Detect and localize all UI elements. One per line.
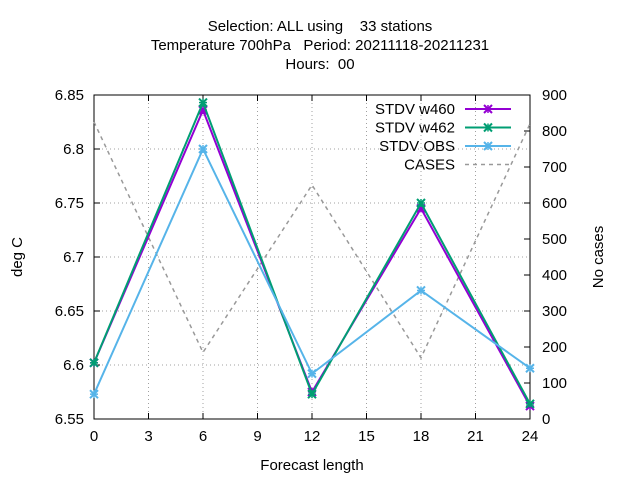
y2-tick-label: 600 [542, 195, 567, 212]
y-tick-label: 6.85 [55, 87, 84, 104]
x-tick-label: 6 [199, 428, 207, 445]
y2-tick-label: 300 [542, 303, 567, 320]
chart-title-line-1: Selection: ALL using 33 stations [207, 18, 433, 35]
series-line-stdv-w460 [93, 107, 531, 407]
legend-label-stdv-w462: STDV w462 [375, 120, 455, 137]
x-axis-label: Forecast length [260, 457, 363, 474]
y2-tick-label: 900 [542, 87, 567, 104]
y2-tick-label: 700 [542, 159, 567, 176]
y2-tick-label: 500 [542, 231, 567, 248]
x-tick-label: 9 [253, 428, 261, 445]
y2-tick-label: 100 [542, 375, 567, 392]
chart-title-line-2: Temperature 700hPa Period: 20211118-2021… [150, 37, 490, 54]
legend-label-cases: CASES [404, 157, 455, 174]
y-tick-label: 6.6 [63, 357, 84, 374]
x-tick-label: 15 [358, 428, 375, 445]
chart-title-line-3: Hours: 00 [285, 56, 355, 73]
x-tick-label: 0 [90, 428, 98, 445]
series-line-cases [93, 121, 531, 360]
y-tick-label: 6.8 [63, 141, 84, 158]
x-tick-label: 21 [467, 428, 484, 445]
x-tick-label: 18 [413, 428, 430, 445]
y2-axis-label: No cases [590, 226, 607, 289]
x-tick-label: 24 [522, 428, 539, 445]
legend-label-stdv-w460: STDV w460 [375, 101, 455, 118]
x-tick-label: 12 [304, 428, 321, 445]
y2-tick-label: 400 [542, 267, 567, 284]
x-tick-label: 3 [144, 428, 152, 445]
y2-tick-label: 800 [542, 123, 567, 140]
y-tick-label: 6.7 [63, 249, 84, 266]
legend-label-stdv-obs: STDV OBS [379, 138, 455, 155]
y-axis-label: deg C [9, 237, 26, 277]
y-tick-label: 6.55 [55, 411, 84, 428]
y-tick-label: 6.65 [55, 303, 84, 320]
y-tick-label: 6.75 [55, 195, 84, 212]
y2-tick-label: 0 [542, 411, 550, 428]
y2-tick-label: 200 [542, 339, 567, 356]
